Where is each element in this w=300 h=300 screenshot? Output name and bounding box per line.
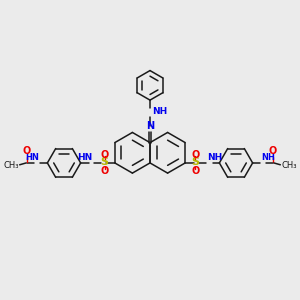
Text: CH₃: CH₃ bbox=[281, 161, 297, 170]
Text: S: S bbox=[191, 158, 200, 167]
Text: O: O bbox=[23, 146, 31, 155]
Text: O: O bbox=[191, 166, 200, 176]
Text: NH: NH bbox=[152, 107, 167, 116]
Text: CH₃: CH₃ bbox=[3, 161, 19, 170]
Text: O: O bbox=[100, 166, 109, 176]
Text: S: S bbox=[100, 158, 109, 167]
Text: NH: NH bbox=[261, 153, 275, 162]
Text: HN: HN bbox=[77, 153, 93, 162]
Text: NH: NH bbox=[207, 153, 223, 162]
Text: HN: HN bbox=[25, 153, 39, 162]
Text: O: O bbox=[100, 150, 109, 160]
Text: N: N bbox=[146, 121, 154, 130]
Text: O: O bbox=[269, 146, 277, 155]
Text: O: O bbox=[191, 150, 200, 160]
